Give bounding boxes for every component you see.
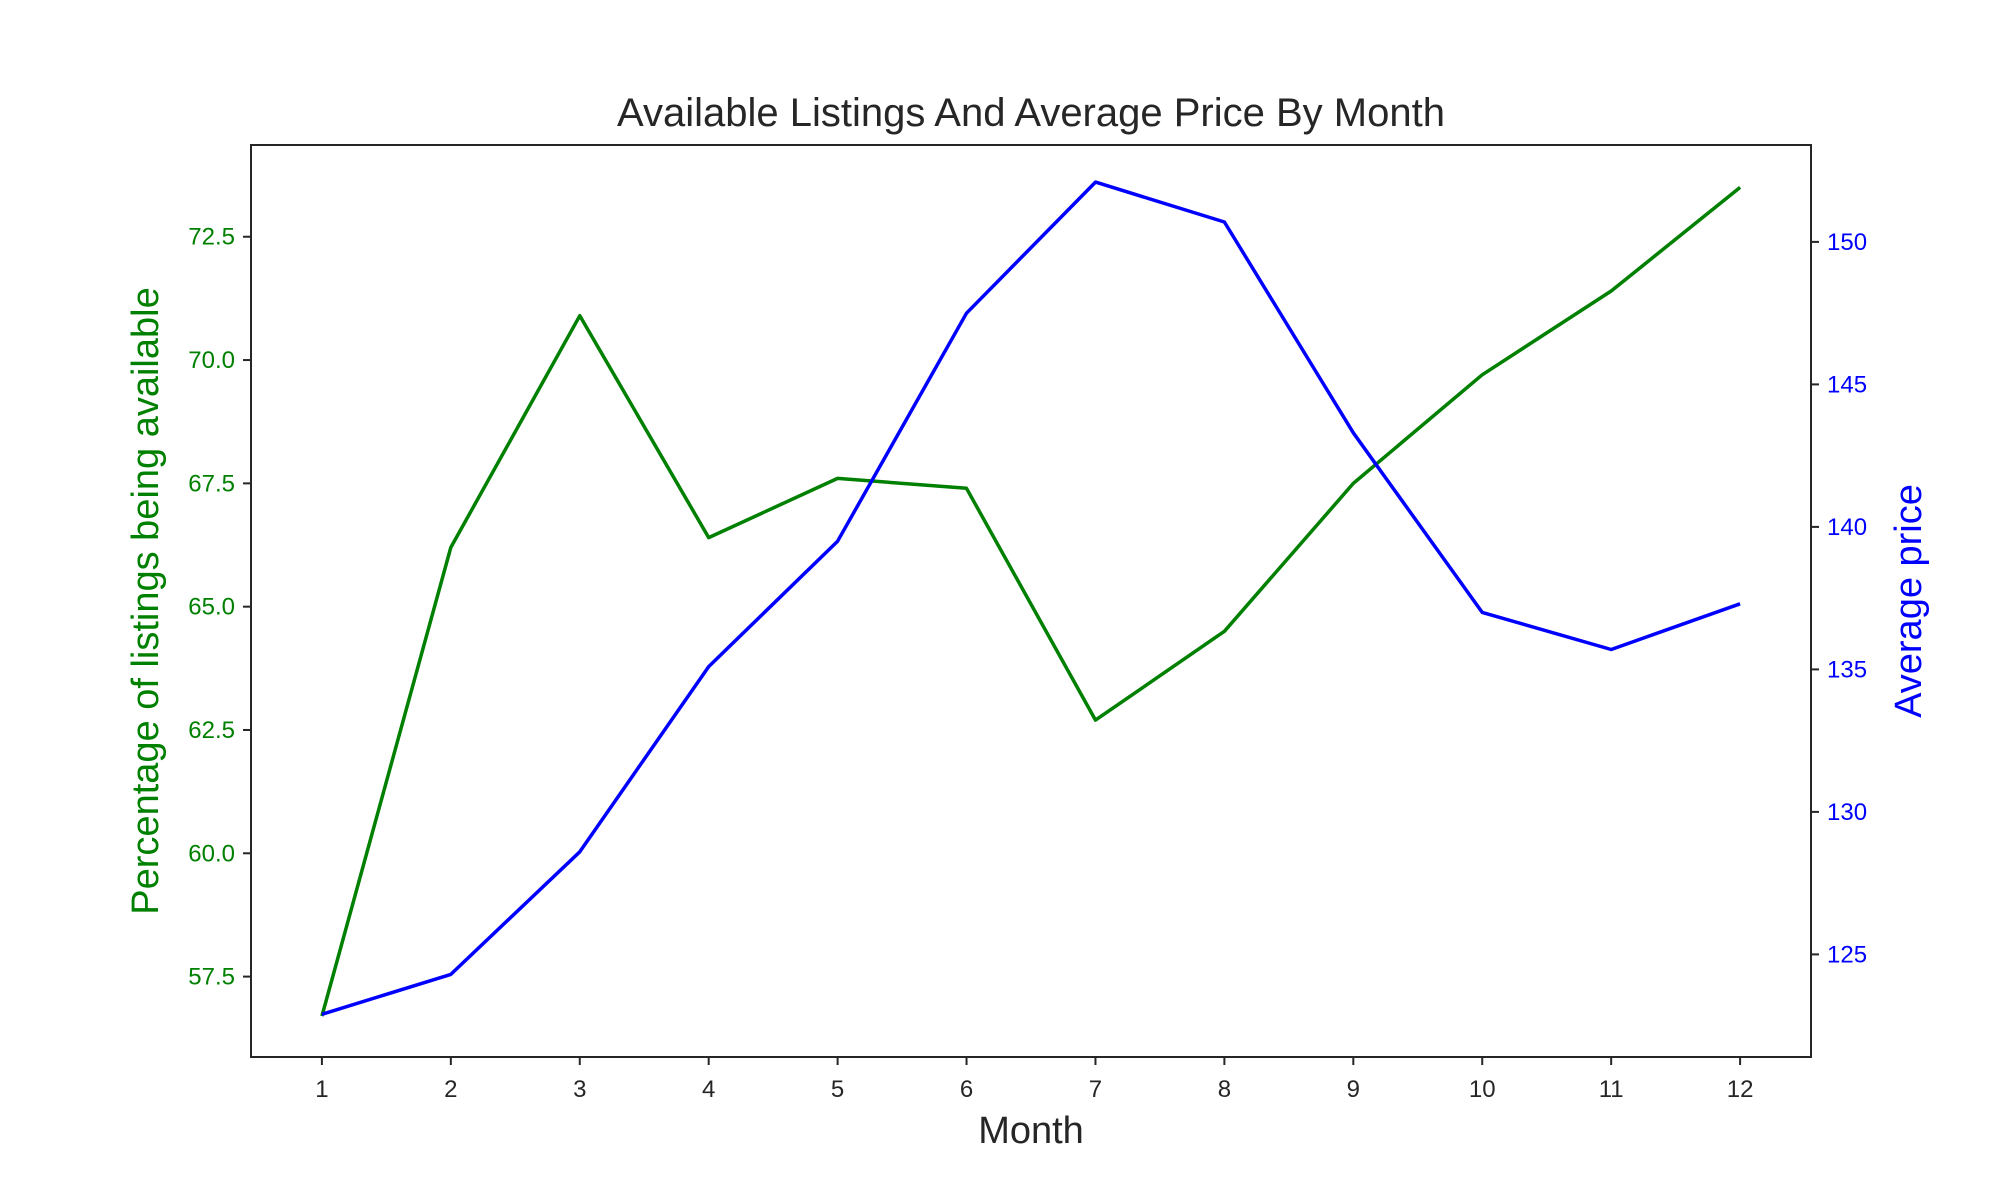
- x-tick-label: 7: [1089, 1076, 1102, 1103]
- x-tick-label: 11: [1599, 1076, 1624, 1103]
- right-y-tick-label: 135: [1827, 656, 1867, 683]
- left-y-axis-label: Percentage of listings being available: [125, 287, 167, 914]
- x-tick-label: 5: [831, 1076, 844, 1103]
- left-y-tick-label: 62.5: [188, 717, 235, 744]
- x-tick-label: 10: [1469, 1076, 1496, 1103]
- plot-frame: [250, 144, 1812, 1058]
- left-y-tick-label: 65.0: [188, 594, 235, 621]
- x-tick-label: 1: [315, 1076, 328, 1103]
- price-series-line: [321, 180, 1741, 1016]
- x-tick-label: 9: [1347, 1076, 1360, 1103]
- left-y-tick-label: 72.5: [188, 224, 235, 251]
- x-axis-label: Month: [978, 1110, 1084, 1152]
- left-y-tick-label: 70.0: [188, 347, 235, 374]
- x-tick-label: 12: [1727, 1076, 1754, 1103]
- right-y-axis-label: Average price: [1888, 484, 1930, 718]
- left-y-tick-label: 60.0: [188, 840, 235, 867]
- left-y-tick-label: 57.5: [188, 964, 235, 991]
- right-y-tick-label: 145: [1827, 371, 1867, 398]
- left-y-axis-ticks: 57.5 60.0 62.5 65.0 67.5 70.0 72.5: [188, 224, 251, 991]
- x-tick-label: 2: [444, 1076, 457, 1103]
- x-tick-label: 6: [960, 1076, 973, 1103]
- x-axis-ticks: 1 2 3 4 5 6 7 8 9 10 11 12: [315, 1057, 1753, 1103]
- right-y-axis-ticks: 125 130 135 140 145 150: [1811, 229, 1867, 968]
- x-tick-label: 8: [1218, 1076, 1231, 1103]
- right-y-tick-label: 150: [1827, 229, 1867, 256]
- right-y-tick-label: 125: [1827, 941, 1867, 968]
- x-tick-label: 3: [573, 1076, 586, 1103]
- left-y-tick-label: 67.5: [188, 470, 235, 497]
- availability-series-line: [320, 186, 1742, 1017]
- x-tick-label: 4: [702, 1076, 715, 1103]
- right-y-tick-label: 130: [1827, 799, 1867, 826]
- plot-lines: [320, 180, 1742, 1017]
- chart-title: Available Listings And Average Price By …: [617, 91, 1445, 135]
- right-y-tick-label: 140: [1827, 514, 1867, 541]
